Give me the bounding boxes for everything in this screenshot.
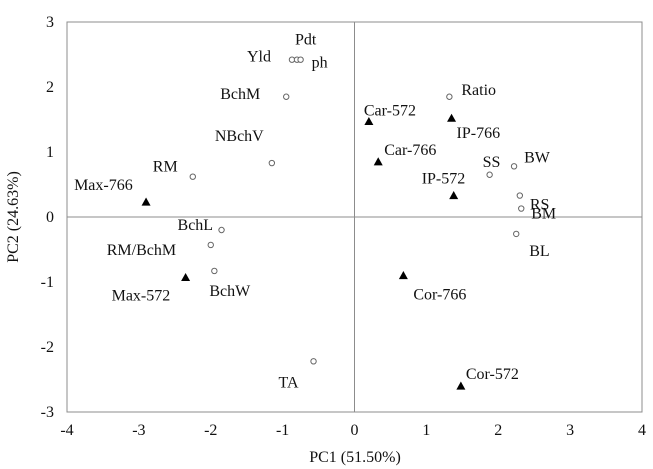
circle-marker <box>510 163 518 170</box>
point-label: Car-766 <box>384 142 436 159</box>
zero-lines <box>67 22 642 412</box>
y-tick-label: 1 <box>46 144 54 161</box>
triangle-marker <box>181 272 191 282</box>
point-label: Pdt <box>295 32 317 49</box>
triangle-marker <box>141 197 151 206</box>
circle-marker <box>297 56 304 63</box>
point-label: Max-766 <box>74 177 133 194</box>
circle-marker <box>268 159 276 167</box>
y-tick-label: 3 <box>46 14 54 31</box>
point-label: RS <box>530 197 550 214</box>
triangle-marker <box>456 381 466 390</box>
circle-marker <box>189 173 196 180</box>
point-label: Car-572 <box>364 102 416 119</box>
y-tick-label: -3 <box>41 404 54 421</box>
point-label: Ratio <box>461 82 496 99</box>
x-axis-label: PC1 (51.50%) <box>309 449 401 466</box>
point-label: IP-766 <box>457 125 501 142</box>
point-label: RM <box>153 159 178 176</box>
point-label: BM <box>531 206 556 223</box>
circle-marker <box>518 205 525 212</box>
point-label: ph <box>312 55 328 72</box>
point-labels: Car-572 IP-766 Car-766 IP-572 Max-766 Max-572… <box>74 32 556 392</box>
y-tick-label: -2 <box>41 339 54 356</box>
point-label: IP-572 <box>422 171 466 188</box>
point-label: Cor-766 <box>413 287 466 304</box>
triangle-marker <box>449 191 459 200</box>
x-tick-label: 1 <box>422 422 430 439</box>
y-tick-label: 0 <box>46 209 54 226</box>
x-tick-label: -3 <box>132 422 145 439</box>
circle-marker <box>211 267 218 275</box>
axis-ticks: -4 -3 -2 -1 0 1 2 3 4 -3 -2 -1 0 1 2 3 <box>41 14 646 439</box>
point-label: NBchV <box>215 128 264 145</box>
point-label: Max-572 <box>112 287 171 304</box>
x-tick-label: -2 <box>204 422 217 439</box>
x-tick-label: 3 <box>566 422 574 439</box>
point-label: BchM <box>220 86 260 103</box>
triangle-marker <box>447 113 457 122</box>
circle-marker <box>310 358 317 365</box>
point-label: RM/BchM <box>107 242 176 259</box>
triangle-marker <box>373 157 383 166</box>
point-label: Yld <box>247 49 271 66</box>
point-label: BW <box>524 149 551 166</box>
y-axis-label: PC2 (24.63%) <box>5 171 22 263</box>
triangle-marker <box>398 271 408 280</box>
point-label: TA <box>279 374 299 391</box>
point-label: SS <box>483 154 501 171</box>
circle-marker <box>513 230 520 238</box>
circle-marker <box>486 171 493 178</box>
point-label: BchW <box>209 283 251 300</box>
x-tick-label: 2 <box>494 422 502 439</box>
circle-marker <box>516 192 524 199</box>
circle-marker <box>446 93 453 100</box>
point-label: BL <box>529 243 549 260</box>
x-tick-label: 0 <box>351 422 359 439</box>
point-label: BchL <box>178 217 214 234</box>
x-tick-label: -1 <box>276 422 289 439</box>
x-tick-label: -4 <box>60 422 73 439</box>
circle-marker <box>207 241 214 249</box>
point-label: Cor-572 <box>466 366 519 383</box>
data-points <box>141 56 525 390</box>
x-tick-label: 4 <box>638 422 646 439</box>
circle-marker <box>218 226 225 234</box>
circle-marker <box>283 93 290 100</box>
y-tick-label: -1 <box>41 274 54 291</box>
triangle-marker <box>364 116 374 126</box>
y-tick-label: 2 <box>46 79 54 96</box>
